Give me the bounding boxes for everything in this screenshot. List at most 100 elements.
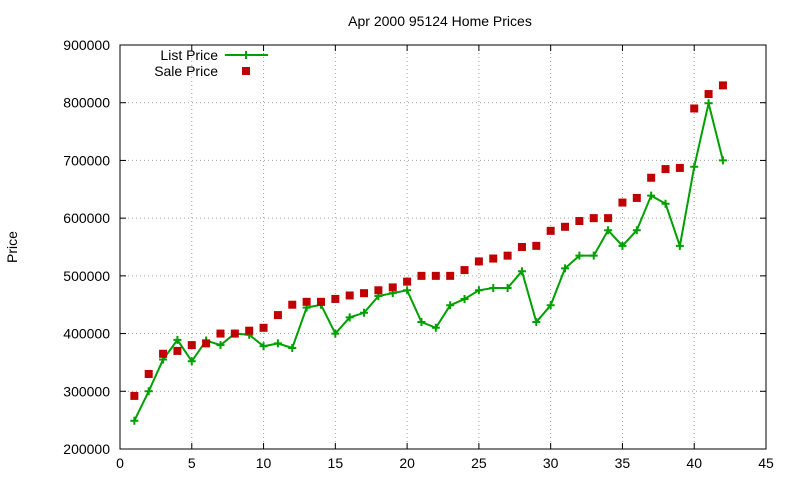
list-price-point bbox=[704, 99, 713, 108]
legend-label: Sale Price bbox=[154, 63, 218, 79]
list-price-point bbox=[431, 323, 440, 332]
x-tick-label: 20 bbox=[399, 455, 415, 471]
list-price-point bbox=[360, 308, 369, 317]
sale-price-point bbox=[718, 81, 727, 90]
sale-price-point bbox=[374, 286, 383, 295]
sale-price-point bbox=[245, 326, 254, 335]
list-price-point bbox=[546, 301, 555, 310]
list-price-point bbox=[532, 318, 541, 327]
grid bbox=[120, 45, 766, 449]
list-price-point bbox=[187, 357, 196, 366]
x-tick-label: 40 bbox=[686, 455, 702, 471]
sale-price-point bbox=[331, 294, 340, 303]
sale-price-point bbox=[589, 214, 598, 223]
sale-price-point bbox=[503, 251, 512, 260]
chart-title: Apr 2000 95124 Home Prices bbox=[348, 13, 532, 29]
list-price-point bbox=[517, 267, 526, 276]
y-tick-label: 300000 bbox=[63, 383, 110, 399]
x-tick-label: 45 bbox=[758, 455, 774, 471]
sale-price-point bbox=[618, 198, 627, 207]
series-list-price bbox=[130, 99, 727, 425]
sale-price-point bbox=[675, 163, 684, 172]
sale-price-point bbox=[216, 329, 225, 338]
sale-price-point bbox=[202, 339, 211, 348]
x-tick-label: 5 bbox=[188, 455, 196, 471]
legend-label: List Price bbox=[160, 47, 218, 63]
list-price-point bbox=[216, 341, 225, 350]
series-layer bbox=[130, 81, 727, 425]
list-price-point bbox=[575, 251, 584, 260]
sale-price-point bbox=[130, 391, 139, 400]
sale-price-point bbox=[704, 90, 713, 99]
x-tick-label: 35 bbox=[615, 455, 631, 471]
sale-price-point bbox=[546, 226, 555, 235]
list-price-point bbox=[589, 251, 598, 260]
x-tick-label: 15 bbox=[328, 455, 344, 471]
list-price-point bbox=[690, 162, 699, 171]
list-price-point bbox=[173, 335, 182, 344]
sale-price-point bbox=[431, 271, 440, 280]
sale-price-point bbox=[489, 254, 498, 263]
sale-price-point bbox=[632, 193, 641, 202]
y-tick-label: 500000 bbox=[63, 268, 110, 284]
list-price-point bbox=[144, 387, 153, 396]
list-price-point bbox=[489, 283, 498, 292]
sale-price-point bbox=[604, 214, 613, 223]
legend-swatch-cross bbox=[242, 51, 250, 59]
x-tick-label: 0 bbox=[116, 455, 124, 471]
list-price-point bbox=[259, 342, 268, 351]
sale-price-point bbox=[690, 104, 699, 113]
list-price-point bbox=[632, 226, 641, 235]
sale-price-point bbox=[417, 271, 426, 280]
sale-price-point bbox=[144, 369, 153, 378]
sale-price-point bbox=[474, 257, 483, 266]
list-price-point bbox=[460, 294, 469, 303]
sale-price-point bbox=[561, 222, 570, 231]
y-tick-label: 200000 bbox=[63, 441, 110, 457]
sale-price-point bbox=[446, 271, 455, 280]
y-tick-label: 600000 bbox=[63, 210, 110, 226]
list-price-point bbox=[474, 286, 483, 295]
list-price-point bbox=[446, 301, 455, 310]
plot-frame bbox=[119, 44, 767, 450]
series-sale-price bbox=[130, 81, 727, 400]
list-price-point bbox=[647, 191, 656, 200]
sale-price-point bbox=[403, 277, 412, 286]
list-price-point bbox=[403, 286, 412, 295]
list-price-point bbox=[273, 339, 282, 348]
list-price-point bbox=[675, 241, 684, 250]
list-price-point bbox=[561, 264, 570, 273]
list-price-point bbox=[345, 313, 354, 322]
sale-price-point bbox=[360, 289, 369, 298]
sale-price-point bbox=[230, 329, 239, 338]
list-price-point bbox=[130, 416, 139, 425]
sale-price-point bbox=[532, 241, 541, 250]
list-price-point bbox=[718, 156, 727, 165]
sale-price-point bbox=[460, 266, 469, 275]
x-tick-label: 25 bbox=[471, 455, 487, 471]
list-price-point bbox=[288, 344, 297, 352]
sale-price-point bbox=[302, 297, 311, 306]
sale-price-point bbox=[273, 311, 282, 320]
sale-price-point bbox=[575, 217, 584, 226]
y-tick-label: 700000 bbox=[63, 152, 110, 168]
axis-ticks bbox=[119, 44, 767, 450]
x-tick-label: 10 bbox=[256, 455, 272, 471]
sale-price-point bbox=[288, 300, 297, 309]
tick-labels: 0 5 10 15 20 25 30 35 40 45 200000 300000 400000 5000… bbox=[63, 37, 774, 471]
sale-price-point bbox=[345, 291, 354, 300]
sale-price-point bbox=[173, 346, 182, 355]
sale-price-point bbox=[259, 323, 268, 332]
y-tick-label: 900000 bbox=[63, 37, 110, 53]
sale-price-point bbox=[647, 173, 656, 182]
list-price-point bbox=[331, 329, 340, 338]
sale-price-point bbox=[517, 243, 526, 251]
list-price-point bbox=[661, 199, 670, 208]
sale-price-point bbox=[661, 165, 670, 174]
y-tick-label: 800000 bbox=[63, 95, 110, 111]
y-tick-label: 400000 bbox=[63, 326, 110, 342]
list-price-point bbox=[618, 241, 627, 250]
